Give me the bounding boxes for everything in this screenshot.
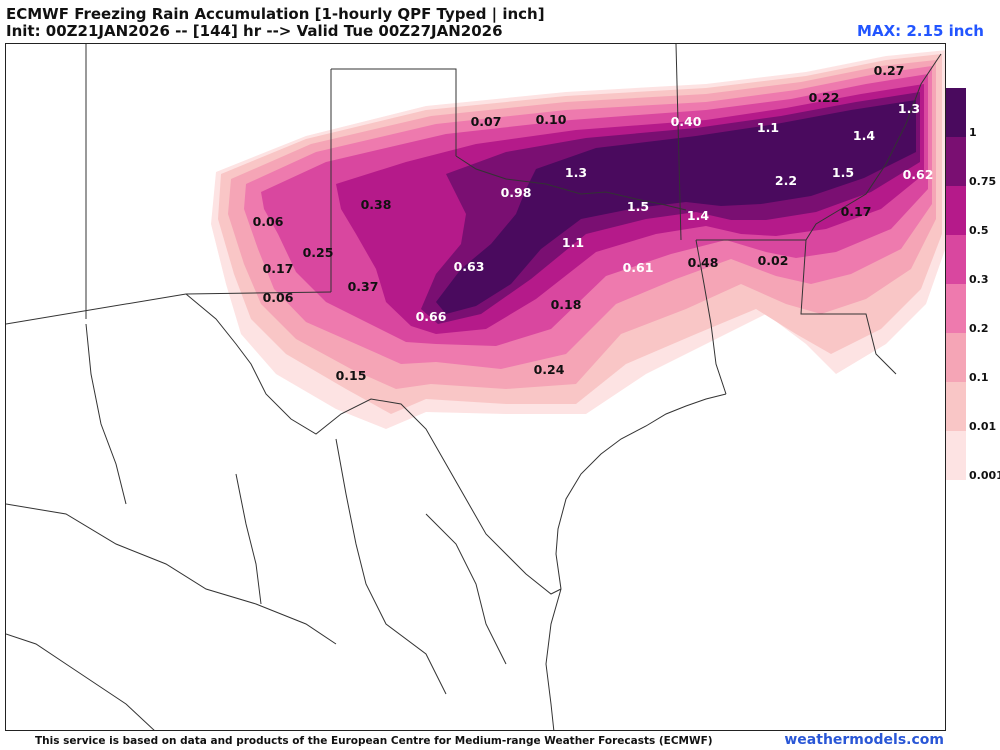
legend-swatch-0 — [946, 88, 966, 137]
legend-swatch-6 — [946, 382, 966, 431]
map-title: ECMWF Freezing Rain Accumulation [1-hour… — [6, 5, 545, 23]
map-value-label: 1.3 — [565, 165, 587, 180]
mexico-state-3 — [335, 438, 447, 695]
map-value-label: 0.27 — [874, 63, 905, 78]
legend-tick-label: 0.5 — [969, 224, 989, 237]
map-value-label: 0.48 — [688, 255, 719, 270]
map-value-label: 0.37 — [348, 279, 379, 294]
map-value-label: 0.24 — [534, 362, 565, 377]
map-value-label: 0.22 — [809, 90, 840, 105]
map-value-label: 0.18 — [551, 297, 582, 312]
mexico-state-5 — [425, 513, 507, 665]
red-river — [455, 155, 687, 211]
map-value-label: 1.5 — [832, 165, 854, 180]
brand-link[interactable]: weathermodels.com — [784, 732, 944, 748]
tx-gulf-coast — [555, 393, 727, 590]
map-value-label: 0.06 — [253, 214, 284, 229]
max-label: MAX: 2.15 inch — [857, 22, 984, 40]
map-value-label: 1.1 — [757, 120, 779, 135]
map-value-label: 1.5 — [627, 199, 649, 214]
legend-tick-label: 0.01 — [969, 420, 997, 433]
map-value-label: 2.2 — [775, 173, 797, 188]
map-value-label: 0.61 — [623, 260, 654, 275]
band-1 — [436, 100, 916, 314]
map-value-label: 0.02 — [758, 253, 789, 268]
legend-swatch-3 — [946, 235, 966, 284]
legend-swatch-7 — [946, 431, 966, 480]
map-value-label: 0.98 — [501, 185, 532, 200]
mexico-state-1 — [6, 503, 337, 645]
map-value-label: 0.10 — [536, 112, 567, 127]
mexico-state-4 — [85, 323, 127, 505]
legend-swatch-1 — [946, 137, 966, 186]
legend-tick-label: 0.1 — [969, 371, 989, 384]
la-tx-line — [695, 239, 727, 395]
map-value-label: 0.63 — [454, 259, 485, 274]
map-value-label: 1.3 — [898, 101, 920, 116]
map-value-label: 0.17 — [841, 204, 872, 219]
map-value-label: 1.1 — [562, 235, 584, 250]
map-value-label: 0.25 — [303, 245, 334, 260]
map-value-label: 0.40 — [671, 114, 702, 129]
map-value-label: 0.38 — [361, 197, 392, 212]
credit-footer: This service is based on data and produc… — [35, 735, 713, 747]
la-ms-south — [800, 239, 897, 375]
map-value-label: 0.07 — [471, 114, 502, 129]
map-value-label: 0.17 — [263, 261, 294, 276]
map-value-label: 0.66 — [416, 309, 447, 324]
rio-grande — [185, 293, 562, 595]
value-labels: 0.27 0.22 1.3 0.07 0.10 0.40 1.1 1.4 1.3 0.98 2.2 1… — [253, 63, 934, 383]
color-legend — [946, 88, 966, 481]
map-subtitle: Init: 00Z21JAN2026 -- [144] hr --> Valid… — [6, 22, 503, 40]
gulf-mexico-coast — [545, 588, 562, 730]
legend-tick-label: 0.001 — [969, 469, 1000, 482]
map-canvas: 0.27 0.22 1.3 0.07 0.10 0.40 1.1 1.4 1.3 0.98 2.2 1… — [6, 44, 945, 730]
legend-swatch-4 — [946, 284, 966, 333]
map-frame: 0.27 0.22 1.3 0.07 0.10 0.40 1.1 1.4 1.3 0.98 2.2 1… — [5, 43, 946, 731]
mexico-state-2 — [235, 473, 262, 605]
legend-swatch-2 — [946, 186, 966, 235]
ok-ar-line — [675, 44, 682, 241]
pacific-coast — [6, 633, 155, 730]
legend-tick-label: 1 — [969, 126, 977, 139]
map-value-label: 1.4 — [687, 208, 709, 223]
panhandle-north — [331, 68, 457, 156]
map-value-label: 0.06 — [263, 290, 294, 305]
map-value-label: 0.62 — [903, 167, 934, 182]
boundaries — [6, 44, 942, 730]
legend-tick-label: 0.75 — [969, 175, 997, 188]
legend-tick-label: 0.2 — [969, 322, 989, 335]
map-value-label: 0.15 — [336, 368, 367, 383]
map-value-label: 1.4 — [853, 128, 875, 143]
ms-river — [805, 53, 942, 241]
precip-shading — [211, 50, 945, 429]
legend-tick-label: 0.3 — [969, 273, 989, 286]
legend-swatch-5 — [946, 333, 966, 382]
